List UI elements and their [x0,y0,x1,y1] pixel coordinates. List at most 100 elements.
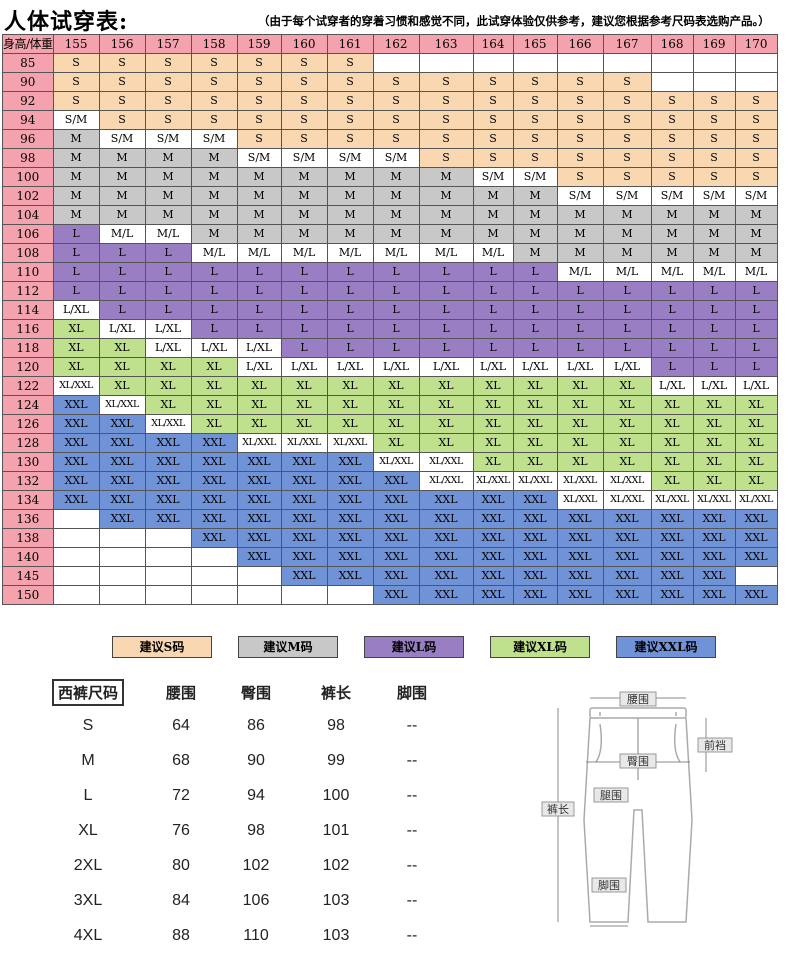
size-cell: M/L [190,243,238,263]
size-cell: L [326,262,374,282]
size-cell: M/L [692,262,736,282]
size-cell: XXL [326,452,374,472]
size-cell: S [650,129,694,149]
height-header: 170 [734,34,778,54]
size-cell: XXL [650,528,694,548]
diagram-hip-label: 臀围 [627,755,649,768]
pants-header: 西裤尺码 [51,678,124,706]
size-cell: S [280,91,328,111]
table-row: 120 XL XL XL XL L/XL L/XL L/XL L/XL L/XL L/XL L/XL L… [2,357,778,377]
size-cell: XL [734,414,778,434]
size-cell: XXL [98,452,146,472]
weight-header: 98 [2,148,54,168]
size-cell: XXL [692,528,736,548]
size-cell: S/M [650,186,694,206]
size-cell: XL [418,395,474,415]
size-cell: S [512,148,558,168]
pants-header: 臀围 [240,684,271,702]
size-cell: L [650,357,694,377]
size-cell [236,585,282,605]
pants-header: 脚围 [396,684,427,702]
size-cell: XL [190,414,238,434]
size-cell [98,528,146,548]
size-cell: M [98,167,146,187]
size-cell: XXL [512,547,558,567]
size-cell: S [144,91,192,111]
size-cell: S [650,91,694,111]
size-cell: M [280,205,328,225]
size-cell: S [326,72,374,92]
size-cell: M/L [144,224,192,244]
size-cell: XXL [372,471,420,491]
size-cell: XL [556,452,604,472]
size-cell: XXL [190,452,238,472]
height-header: 159 [236,34,282,54]
size-cell: XXL [512,566,558,586]
size-cell: L [144,243,192,263]
size-cell: M [326,167,374,187]
size-cell: XXL [418,566,474,586]
table-row: 112 L L L L L L L L L L L L L L L L [2,281,778,301]
size-cell: L/XL [52,300,100,320]
size-cell: S [734,167,778,187]
size-cell: M/L [602,262,652,282]
size-cell: XL [602,452,652,472]
size-cell: L [602,281,652,301]
size-cell: L [692,281,736,301]
size-cell: L [556,319,604,339]
size-cell: XXL [190,490,238,510]
size-cell: M [650,243,694,263]
size-cell: L [52,262,100,282]
size-cell: M [326,205,374,225]
size-cell: L [734,338,778,358]
size-cell: XXL [52,490,100,510]
pants-cell: 103 [322,926,350,944]
size-cell: XXL [326,509,374,529]
size-cell: S [280,53,328,73]
size-cell: M [650,224,694,244]
size-cell: XXL [734,585,778,605]
size-cell: M/L [326,243,374,263]
size-cell: M [512,243,558,263]
size-cell: S [472,91,514,111]
size-cell: XL [650,452,694,472]
size-cell: M [602,243,652,263]
size-cell: M [512,186,558,206]
size-cell: XXL [280,452,328,472]
size-cell: XXL [190,471,238,491]
size-cell [190,585,238,605]
size-cell: M [52,167,100,187]
size-cell: XL [734,471,778,491]
pants-cell: 88 [172,926,190,944]
size-cell: L [144,262,192,282]
size-cell: XXL [692,566,736,586]
size-cell: L/XL [98,319,146,339]
size-cell [602,53,652,73]
size-cell: M [236,205,282,225]
size-cell: M/L [650,262,694,282]
table-row: L 72 94 100 -- [30,778,448,813]
size-cell: S/M [472,167,514,187]
size-cell: S/M [602,186,652,206]
size-cell [190,566,238,586]
size-cell: XL [372,395,420,415]
legend-item: 建议L码 [364,636,464,658]
size-cell: XXL [418,509,474,529]
size-cell: XL/XXL [602,490,652,510]
size-cell: XXL [650,547,694,567]
size-cell: XL/XXL [602,471,652,491]
size-cell: M [144,205,192,225]
size-cell: L [52,224,100,244]
pants-cell: 64 [172,716,190,734]
size-cell: XL [144,376,192,396]
size-cell: M [418,167,474,187]
pants-cell: XL [78,821,98,839]
size-cell: XL [144,357,192,377]
size-cell: S/M [98,129,146,149]
size-cell: L/XL [326,357,374,377]
size-cell: XXL [692,547,736,567]
size-cell: L [144,300,192,320]
size-cell: XL [650,433,694,453]
size-cell: XXL [692,585,736,605]
height-header: 164 [472,34,514,54]
